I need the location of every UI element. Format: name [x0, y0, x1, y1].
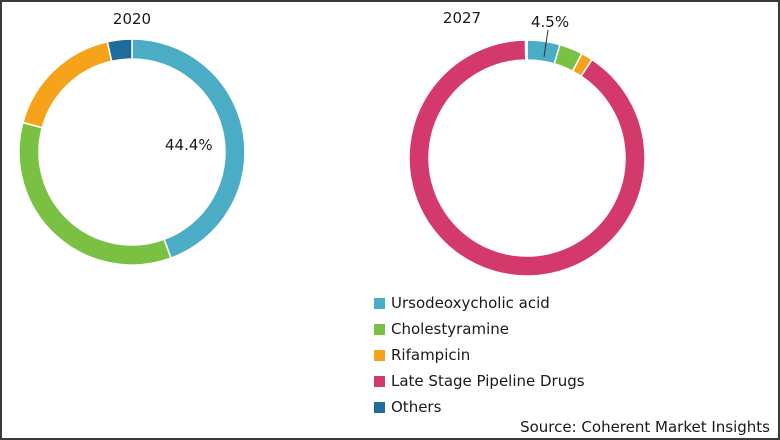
legend-swatch	[374, 375, 385, 387]
legend-item-rifampicin: Rifampicin	[374, 342, 585, 368]
slice-2020-rifampicin	[21, 40, 113, 129]
chart-title-2020: 2020	[113, 10, 151, 28]
legend-item-late-stage-pipeline-drugs: Late Stage Pipeline Drugs	[374, 368, 585, 394]
legend-swatch	[374, 297, 385, 309]
slice-2027-late-stage-pipeline-drugs	[408, 39, 646, 277]
legend-item-others: Others	[374, 394, 585, 420]
donut-2020	[18, 38, 246, 266]
legend-label: Cholestyramine	[391, 320, 510, 338]
legend-swatch	[374, 401, 385, 413]
chart-title-2027: 2027	[443, 9, 481, 27]
legend-label: Ursodeoxycholic acid	[391, 294, 550, 312]
legend-label: Others	[391, 398, 442, 416]
legend-item-ursodeoxycholic-acid: Ursodeoxycholic acid	[374, 290, 585, 316]
legend-swatch	[374, 323, 385, 335]
legend-label: Rifampicin	[391, 346, 471, 364]
donut-2027	[408, 39, 646, 277]
data-label-2027-ursodeoxycholic: 4.5%	[531, 13, 569, 31]
slice-2020-cholestyramine	[18, 121, 172, 266]
legend-swatch	[374, 349, 385, 361]
legend-label: Late Stage Pipeline Drugs	[391, 372, 585, 390]
slice-2020-others	[106, 38, 133, 63]
data-label-leader-2027	[543, 29, 549, 58]
data-label-2020-ursodeoxycholic: 44.4%	[165, 136, 213, 154]
slice-2027-others	[524, 39, 528, 61]
legend-item-cholestyramine: Cholestyramine	[374, 316, 585, 342]
source-note: Source: Coherent Market Insights	[520, 418, 770, 436]
legend: Ursodeoxycholic acid Cholestyramine Rifa…	[374, 290, 585, 420]
